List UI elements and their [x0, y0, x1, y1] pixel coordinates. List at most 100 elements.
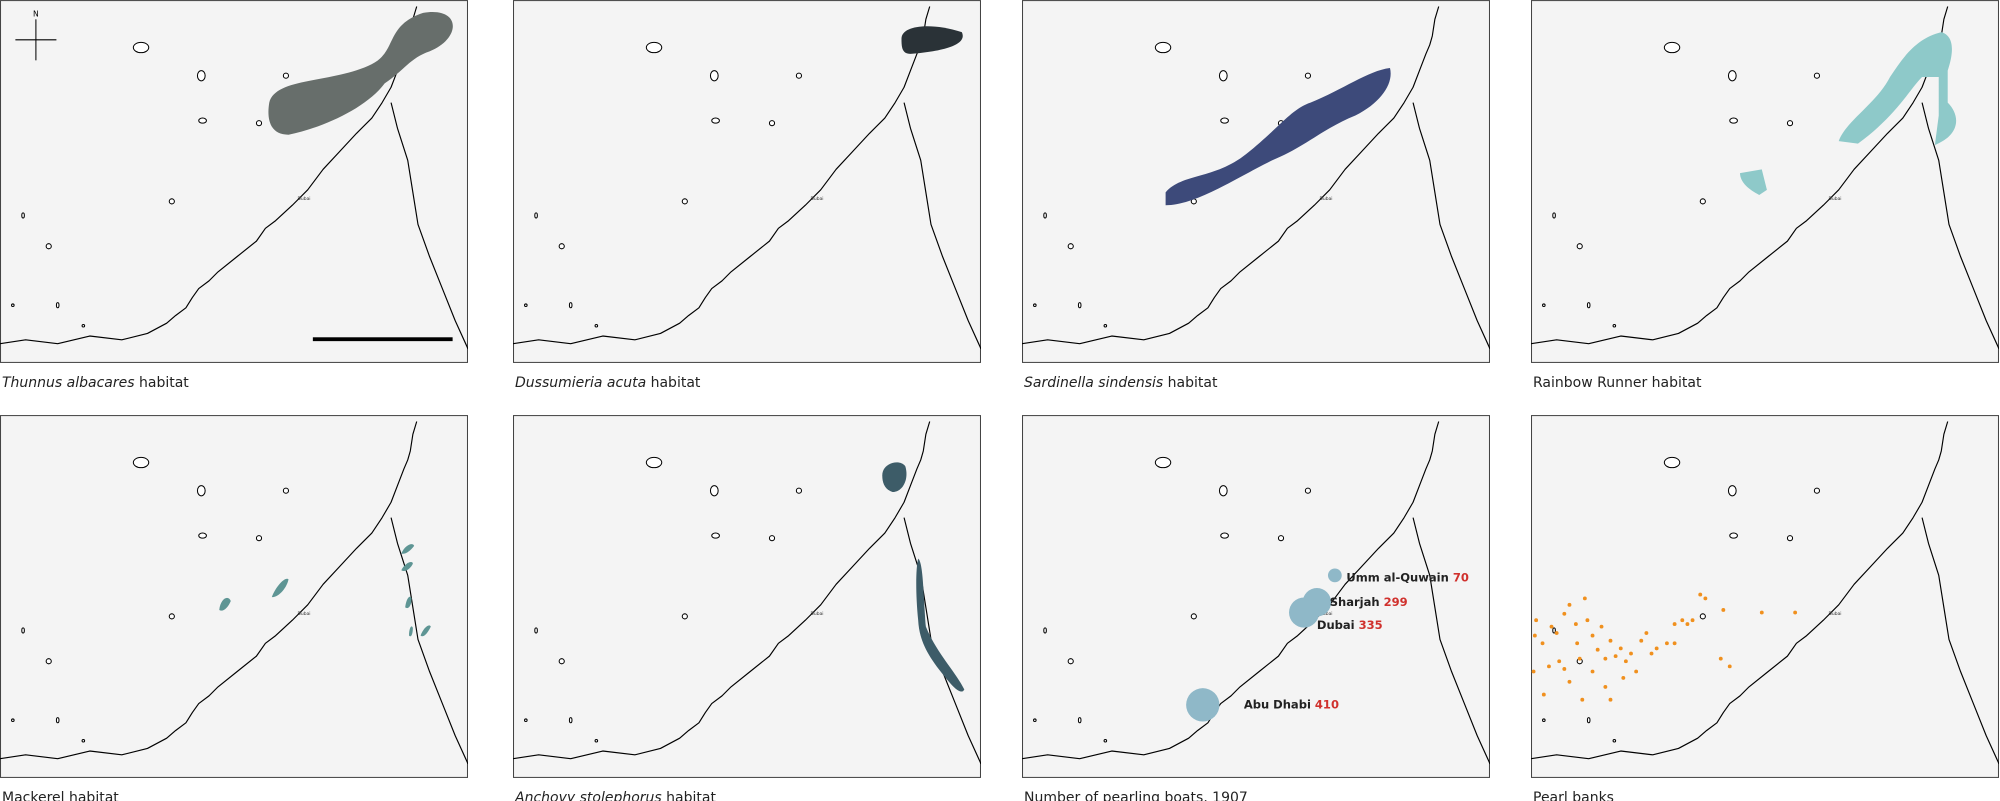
pearl-bank [1532, 633, 1537, 638]
island [81, 738, 86, 743]
boat-count: 410 [1315, 698, 1339, 712]
island [795, 72, 803, 79]
island [1220, 117, 1229, 124]
island [1699, 613, 1706, 620]
pearl-bank [1547, 664, 1551, 669]
caption-part: habitat [1163, 375, 1218, 391]
pearl-bank [1562, 667, 1567, 671]
island [1033, 718, 1037, 723]
pearl-bank [1541, 692, 1546, 697]
island [1190, 613, 1197, 620]
pearl-bank [1727, 664, 1732, 669]
island [1729, 117, 1738, 124]
island [1786, 120, 1794, 127]
boat-count: 299 [1384, 595, 1408, 609]
island [255, 120, 263, 127]
pearl-bank [1672, 641, 1677, 646]
island [1576, 243, 1583, 250]
island [524, 303, 528, 308]
coastline [390, 517, 468, 765]
pearl-bank [1690, 618, 1695, 623]
caption-part: Rainbow Runner habitat [1533, 375, 1702, 391]
pearl-bank [1649, 651, 1654, 656]
pearl-bank [1608, 697, 1613, 702]
boat-bubble [1327, 568, 1342, 583]
habitat-area [268, 12, 453, 135]
island [709, 485, 719, 497]
island [795, 487, 803, 494]
pearl-bank [1621, 675, 1626, 680]
pearl-bank [1562, 611, 1567, 616]
island [1813, 487, 1821, 494]
pearl-bank [1672, 622, 1677, 626]
pearl-bank [1585, 618, 1590, 623]
island [1218, 70, 1228, 82]
island [534, 627, 538, 634]
island [568, 302, 573, 309]
habitat-area [1739, 169, 1767, 195]
place-label: Dubai [1319, 611, 1332, 617]
map-panel: Dubai [0, 415, 468, 778]
caption-part: Thunnus albacares [2, 375, 135, 391]
island [45, 658, 52, 665]
island [21, 627, 25, 634]
pearl-bank [1590, 669, 1595, 674]
island [55, 302, 60, 309]
place-label: Dubai [297, 196, 310, 202]
caption-part: Mackerel habitat [2, 790, 119, 801]
pearl-bank [1577, 656, 1582, 661]
island [1727, 485, 1737, 497]
pearl-bank [1557, 659, 1562, 664]
island [11, 303, 15, 308]
pearl-bank [1654, 646, 1659, 651]
island [1218, 485, 1228, 497]
place-label: Dubai [810, 611, 823, 617]
island [132, 456, 150, 469]
coastline [1921, 102, 1999, 350]
pearl-bank [1623, 659, 1628, 664]
caption-part: habitat [135, 375, 190, 391]
island [1043, 627, 1047, 634]
island [1277, 535, 1285, 542]
map-panel: Dubai [1022, 0, 1490, 363]
pearl-bank [1540, 641, 1545, 646]
caption-part: habitat [662, 790, 717, 801]
boat-bubble [1289, 597, 1320, 628]
pearl-bank [1759, 610, 1764, 615]
island [168, 613, 175, 620]
map-frame [1531, 415, 1999, 778]
pearl-bank [1685, 622, 1690, 626]
island [558, 658, 565, 665]
panel-caption: Thunnus albacares habitat [2, 375, 189, 391]
island [1552, 627, 1556, 634]
pearl-bank [1639, 638, 1644, 643]
pearl-bank [1582, 596, 1587, 601]
city-name: Sharjah [1330, 595, 1380, 609]
island [196, 70, 206, 82]
caption-part: Anchovy stolephorus [514, 790, 662, 801]
coastline [1022, 6, 1440, 345]
island [1154, 41, 1172, 54]
island [1542, 718, 1546, 723]
city-label: Umm al-Quwain 70 [1346, 571, 1468, 585]
island [768, 535, 776, 542]
island [196, 485, 206, 497]
island [709, 70, 719, 82]
caption-part: Pearl banks [1533, 790, 1614, 801]
map-frame [513, 0, 981, 363]
island [282, 487, 290, 494]
island [524, 718, 528, 723]
coastline [903, 102, 981, 350]
pearl-bank [1567, 679, 1572, 684]
island [1727, 70, 1737, 82]
pearl-bank [1644, 631, 1649, 635]
habitat-area [1165, 68, 1391, 206]
pearl-bank [1793, 610, 1798, 615]
coastline [1412, 102, 1490, 350]
island [1542, 303, 1546, 308]
island [1552, 212, 1556, 219]
island [1220, 532, 1229, 539]
coastline [390, 102, 468, 350]
pearl-bank [1703, 596, 1708, 601]
island [11, 718, 15, 723]
